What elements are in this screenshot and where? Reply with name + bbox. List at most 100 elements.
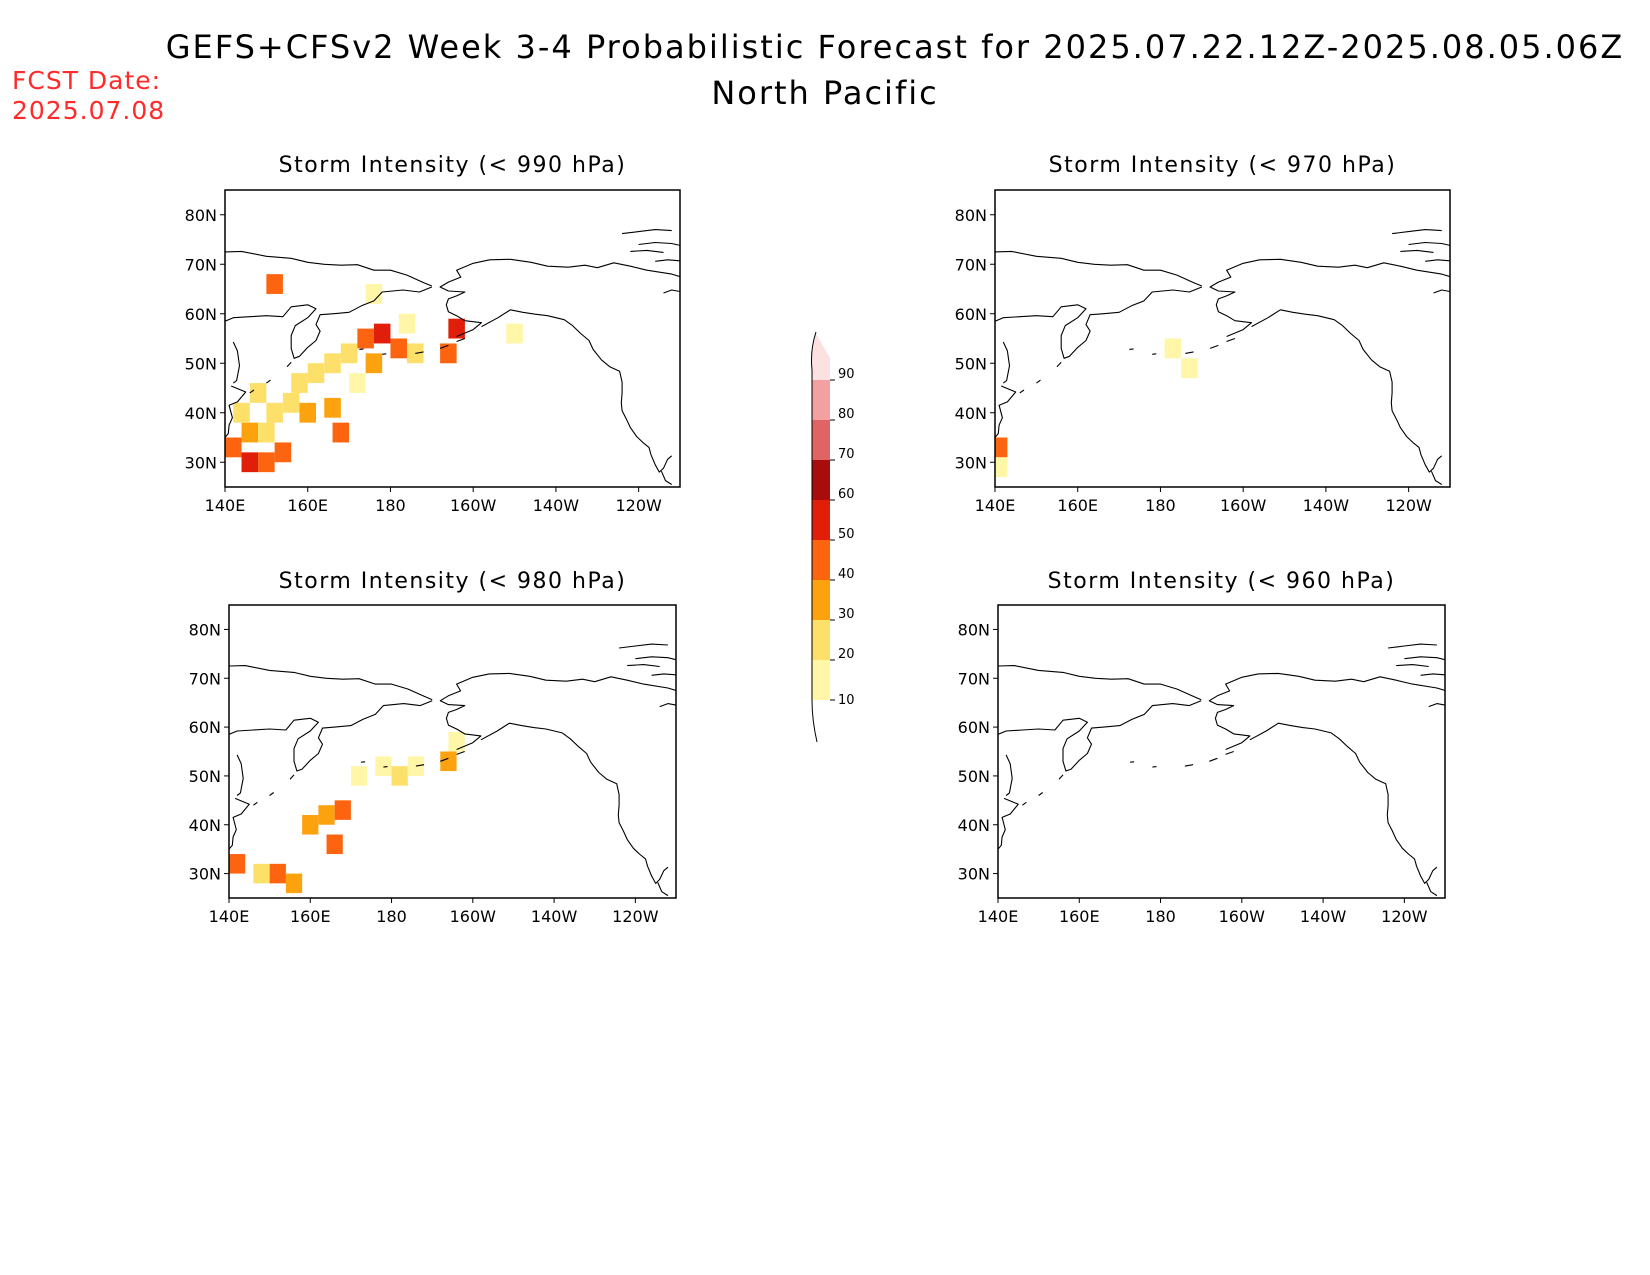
coastline [1408, 241, 1450, 246]
coastlines [229, 643, 676, 897]
coastline [481, 309, 673, 473]
probability-cell [282, 392, 300, 413]
lat-tick-label: 80N [955, 206, 987, 225]
probability-cell [253, 863, 270, 884]
probability-cell [340, 343, 358, 364]
map-frame [224, 189, 681, 488]
probability-cell [440, 751, 457, 772]
coastline [286, 361, 292, 368]
coastline [651, 673, 676, 676]
lon-tick-label: 160E [287, 496, 328, 515]
coastline [1420, 673, 1445, 676]
colorbar-label: 80 [838, 407, 855, 422]
coastline [440, 757, 449, 762]
coastline [1152, 766, 1157, 768]
coastline [998, 700, 1202, 772]
coastline [456, 337, 466, 343]
probability-cell [373, 323, 391, 344]
probability-cell [318, 805, 335, 825]
coastline [638, 241, 680, 246]
map-panel-4: Storm Intensity (< 960 hPa) 140E 160E 180 16… [958, 569, 1446, 926]
forecast-date-label: FCST Date: [12, 66, 162, 95]
figure-title: GEFS+CFSv2 Week 3-4 Probabilistic Foreca… [165, 28, 1625, 66]
lat-tick-label: 40N [189, 816, 221, 835]
lat-tick-label: 70N [958, 669, 990, 688]
coastline [289, 774, 295, 780]
probability-cell [258, 452, 275, 473]
lat-tick-label: 40N [955, 404, 987, 423]
probability-cell [291, 373, 308, 393]
colorbar-label: 40 [838, 567, 855, 582]
lon-tick-label: 180 [375, 496, 406, 515]
probability-cell [349, 373, 366, 393]
colorbar-segment [812, 540, 830, 580]
coastline [663, 289, 680, 294]
coastline [225, 286, 433, 359]
lon-tick-label: 140E [209, 907, 250, 926]
coastline [439, 672, 676, 751]
colorbar-segment [812, 420, 830, 460]
coastline [266, 379, 271, 384]
probability-cell [225, 437, 242, 458]
coastline [1430, 470, 1442, 485]
coastline [269, 792, 275, 796]
coastline [657, 882, 669, 897]
coastline [655, 259, 680, 262]
probability-cell [506, 323, 523, 344]
colorbar-label: 70 [838, 447, 855, 462]
lat-tick-label: 60N [185, 305, 217, 324]
coastline [253, 801, 258, 806]
coastline [1425, 259, 1450, 262]
coastline [382, 353, 387, 355]
lon-tick-label: 160W [1220, 496, 1267, 515]
coastline [1433, 289, 1450, 294]
colorbar-segment [812, 332, 830, 380]
lon-tick-label: 140W [1303, 496, 1350, 515]
coastline [1129, 348, 1134, 350]
colorbar-segment [812, 620, 830, 660]
lat-tick-label: 80N [185, 206, 217, 225]
lon-tick-label: 120W [1385, 496, 1432, 515]
lon-tick-label: 180 [376, 907, 407, 926]
coastline [1426, 882, 1438, 897]
colorbar-label: 10 [838, 693, 855, 708]
lon-tick-label: 140E [205, 496, 246, 515]
colorbar-label: 60 [838, 487, 855, 502]
probability-cell [375, 756, 392, 776]
lat-tick-label: 60N [958, 718, 990, 737]
lat-tick-label: 50N [958, 767, 990, 786]
coastline [383, 766, 388, 768]
coastline [1249, 722, 1438, 884]
coastline [232, 341, 241, 384]
coastline [1019, 389, 1025, 394]
map-panel-2: Storm Intensity (< 970 hPa) 140E 160E 180 16… [955, 153, 1451, 515]
probability-field [229, 643, 676, 897]
lat-tick-label: 80N [958, 620, 990, 639]
lat-tick-label: 30N [955, 453, 987, 472]
coastline [456, 750, 465, 755]
coastline [630, 249, 664, 253]
coastline [1226, 337, 1236, 343]
colorbar-end-triangle [812, 700, 830, 740]
coastline [627, 664, 660, 668]
probability-cell [365, 284, 383, 304]
coastline [415, 764, 425, 767]
coastline [1058, 774, 1064, 780]
lon-tick-label: 120W [612, 907, 659, 926]
coastline [1388, 643, 1437, 649]
colorbar-segment [812, 660, 830, 700]
probability-cell [241, 422, 259, 443]
panel-title: Storm Intensity (< 970 hPa) [1049, 153, 1397, 178]
colorbar-label: 30 [838, 607, 855, 622]
map-frame [228, 604, 677, 899]
figure-subtitle: North Pacific [711, 74, 939, 112]
coastline [439, 258, 680, 338]
lat-tick-label: 60N [189, 718, 221, 737]
coastline [995, 385, 1017, 438]
coastline [660, 470, 672, 485]
lon-tick-label: 180 [1145, 496, 1176, 515]
probability-cell [229, 854, 246, 874]
panel-title: Storm Intensity (< 960 hPa) [1048, 569, 1396, 594]
coastline [1209, 344, 1219, 349]
probability-cell [995, 457, 1008, 478]
